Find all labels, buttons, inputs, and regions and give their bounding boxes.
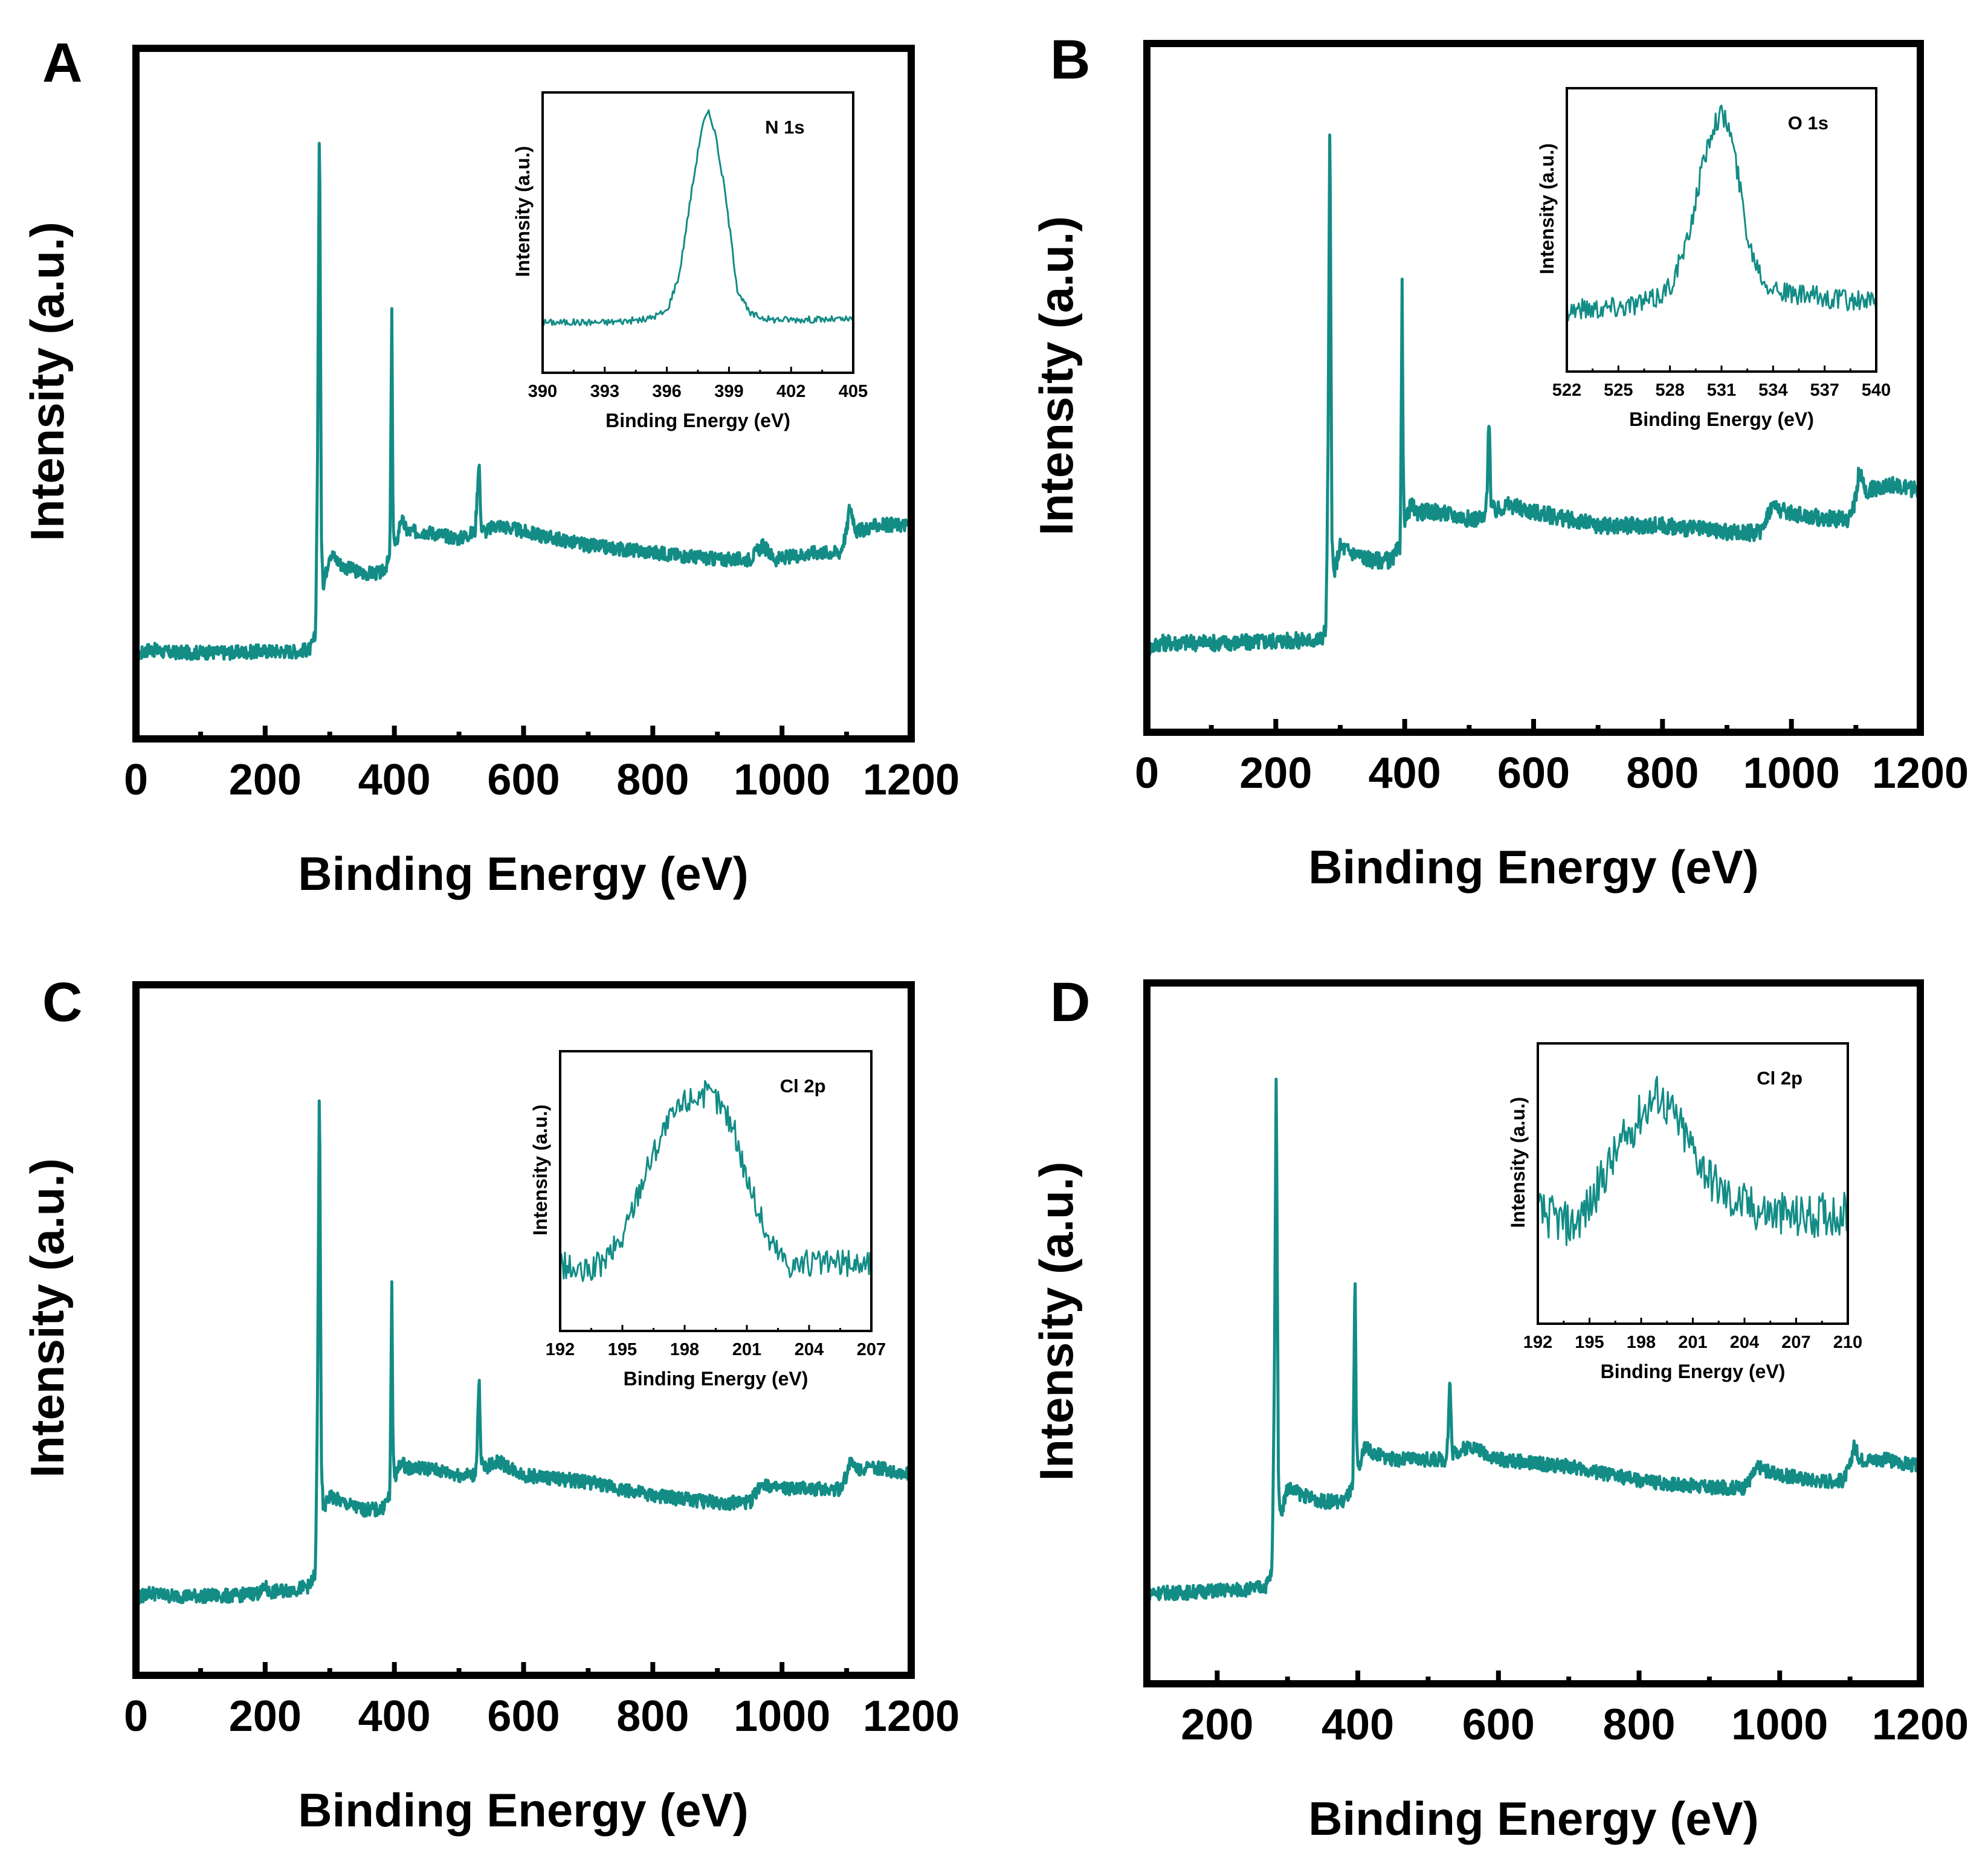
x-tick-label: 600 [1497, 749, 1570, 797]
inset-x-tick-label: 204 [795, 1340, 824, 1359]
inset-x-tick-label: 399 [714, 382, 743, 401]
x-tick-label: 800 [616, 1692, 689, 1741]
x-tick-label: 1200 [863, 756, 960, 804]
inset-x-tick-label: 405 [839, 382, 868, 401]
inset-a: 390 393 396 399 402 405 Binding Energy (eV) Int… [512, 91, 868, 431]
y-axis-label: Intensity (a.u.) [1030, 216, 1083, 536]
panel-letter: C [42, 971, 82, 1033]
inset-x-axis-label: Binding Energy (eV) [1601, 1361, 1786, 1382]
x-axis-label: Binding Energy (eV) [298, 847, 748, 900]
x-tick-label: 200 [1181, 1701, 1253, 1749]
panel-a: A 0 200 400 600 800 1000 1200 Binding Energy (eV… [21, 32, 960, 900]
x-tick-label: 200 [229, 1692, 302, 1741]
inset-x-tick-label: 528 [1655, 381, 1684, 400]
inset-title: O 1s [1788, 112, 1828, 134]
inset-x-tick-label: 210 [1833, 1333, 1862, 1352]
panel-d: D 200 400 600 800 1000 1200 Binding Energy (eV)… [1030, 971, 1969, 1845]
y-axis-label: Intensity (a.u.) [21, 222, 74, 541]
x-tick-label: 400 [1322, 1701, 1394, 1749]
inset-x-tick-label: 195 [1575, 1333, 1604, 1352]
x-tick-label: 1200 [863, 1692, 960, 1741]
y-axis-label: Intensity (a.u.) [1030, 1162, 1083, 1481]
inset-background [543, 92, 853, 373]
x-tick-label: 0 [124, 756, 148, 804]
inset-d: 192 195 198 201 204 207 210 Binding Energy (eV)… [1507, 1042, 1862, 1382]
panel-b: B 0 200 400 600 800 1000 1200 Binding Energy (eV… [1030, 29, 1969, 894]
x-tick-label: 200 [1239, 749, 1312, 797]
inset-x-tick-label: 207 [1781, 1333, 1810, 1352]
inset-x-axis-label: Binding Energy (eV) [605, 410, 790, 431]
x-tick-label: 800 [616, 756, 689, 804]
x-tick-label: 800 [1626, 749, 1699, 797]
inset-x-tick-label: 522 [1552, 381, 1581, 400]
inset-x-tick-label: 204 [1730, 1333, 1759, 1352]
inset-y-axis-label: Intensity (a.u.) [529, 1104, 551, 1236]
panel-c: C 0 200 400 600 800 1000 1200 Binding Energy (eV… [21, 971, 960, 1837]
inset-x-tick-label: 393 [590, 382, 619, 401]
inset-title: N 1s [765, 117, 804, 138]
panel-letter: D [1050, 971, 1090, 1033]
inset-x-axis-label: Binding Energy (eV) [624, 1368, 808, 1390]
x-tick-label: 0 [1135, 749, 1159, 797]
inset-spectrum-line [1566, 105, 1877, 321]
x-tick-label: 1200 [1872, 1701, 1969, 1749]
panel-letter: A [42, 32, 82, 94]
inset-x-tick-label: 198 [1627, 1333, 1656, 1352]
survey-spectrum-line [135, 141, 913, 663]
panel-letter: B [1050, 29, 1090, 91]
x-tick-label: 600 [487, 756, 560, 804]
inset-title: Cl 2p [780, 1075, 826, 1097]
inset-x-tick-label: 390 [528, 382, 557, 401]
inset-spectrum-line [559, 1080, 873, 1283]
inset-x-tick-label: 525 [1604, 381, 1633, 400]
inset-x-tick-label: 192 [546, 1340, 575, 1359]
inset-x-tick-label: 534 [1758, 381, 1787, 400]
x-tick-label: 1000 [734, 1692, 830, 1741]
inset-x-axis-label: Binding Energy (eV) [1629, 408, 1814, 430]
x-tick-label: 200 [229, 756, 302, 804]
x-axis-label: Binding Energy (eV) [298, 1783, 748, 1837]
inset-c: 192 195 198 201 204 207 Binding Energy (eV) Int… [529, 1050, 886, 1390]
survey-spectrum-line [1145, 134, 1922, 658]
survey-spectrum-line [134, 1099, 913, 1606]
x-axis-label: Binding Energy (eV) [1308, 840, 1758, 894]
inset-x-tick-label: 540 [1862, 381, 1891, 400]
x-tick-label: 1200 [1872, 749, 1969, 797]
survey-spectrum-line [1145, 1077, 1922, 1602]
inset-spectrum-line [1537, 1075, 1849, 1246]
x-tick-label: 600 [1462, 1701, 1535, 1749]
x-tick-label: 800 [1602, 1701, 1675, 1749]
inset-title: Cl 2p [1757, 1068, 1802, 1089]
inset-x-tick-label: 201 [1678, 1333, 1707, 1352]
inset-x-tick-label: 402 [776, 382, 805, 401]
x-tick-label: 1000 [1731, 1701, 1828, 1749]
inset-spectrum-line [542, 109, 854, 327]
x-tick-label: 600 [487, 1692, 560, 1741]
x-tick-label: 400 [1369, 749, 1441, 797]
inset-x-tick-label: 201 [732, 1340, 761, 1359]
inset-background [1538, 1043, 1848, 1324]
x-axis-label: Binding Energy (eV) [1308, 1792, 1758, 1845]
x-tick-label: 1000 [1743, 749, 1840, 797]
inset-x-tick-label: 537 [1810, 381, 1839, 400]
inset-y-axis-label: Intensity (a.u.) [1536, 143, 1558, 274]
inset-x-tick-label: 396 [652, 382, 681, 401]
inset-y-axis-label: Intensity (a.u.) [1507, 1097, 1529, 1228]
inset-x-tick-label: 207 [857, 1340, 886, 1359]
inset-background [1567, 88, 1876, 372]
inset-b: 522 525 528 531 534 537 540 Binding Energy (eV)… [1536, 87, 1891, 430]
inset-x-tick-label: 195 [608, 1340, 637, 1359]
plot-frame [1143, 979, 1924, 1687]
x-tick-label: 0 [124, 1692, 148, 1741]
inset-y-axis-label: Intensity (a.u.) [512, 146, 534, 277]
x-tick-label: 400 [358, 756, 431, 804]
inset-x-tick-label: 192 [1523, 1333, 1552, 1352]
y-axis-label: Intensity (a.u.) [21, 1158, 74, 1478]
inset-x-tick-label: 198 [670, 1340, 699, 1359]
x-tick-label: 400 [358, 1692, 431, 1741]
x-tick-label: 1000 [734, 756, 830, 804]
inset-x-tick-label: 531 [1707, 381, 1736, 400]
